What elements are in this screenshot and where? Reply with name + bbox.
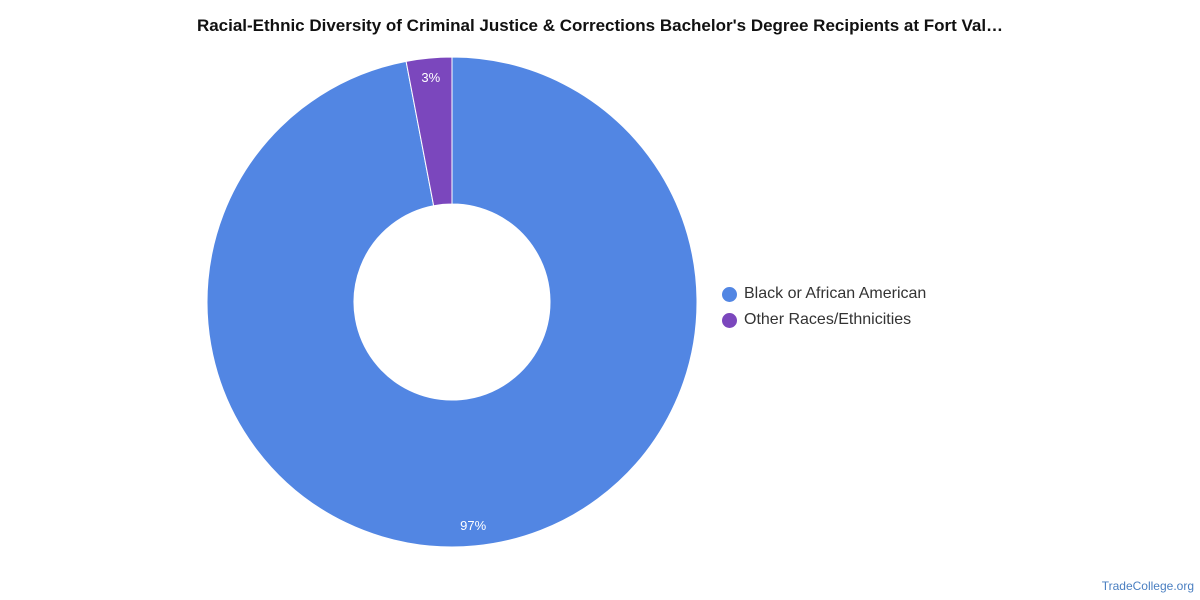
legend-label-black-or-african-american: Black or African American	[744, 285, 927, 302]
legend-item-other-races-ethnicities[interactable]: Other Races/Ethnicities	[722, 307, 926, 333]
slice-black-or-african-american[interactable]	[206, 56, 698, 548]
source-watermark[interactable]: TradeCollege.org	[1101, 579, 1194, 593]
chart-title: Racial-Ethnic Diversity of Criminal Just…	[196, 16, 1004, 35]
legend-swatch-other-races-ethnicities	[722, 312, 737, 328]
legend-swatch-black-or-african-american	[722, 286, 737, 302]
slice-value-label-other-races-ethnicities: 3%	[421, 70, 440, 85]
legend-item-black-or-african-american[interactable]: Black or African American	[722, 281, 926, 307]
chart-legend: Black or African American Other Races/Et…	[722, 281, 926, 333]
slice-value-label-black-or-african-american: 97%	[460, 518, 486, 533]
legend-label-other-races-ethnicities: Other Races/Ethnicities	[744, 311, 912, 328]
slice-other-races-ethnicities[interactable]	[405, 56, 453, 207]
